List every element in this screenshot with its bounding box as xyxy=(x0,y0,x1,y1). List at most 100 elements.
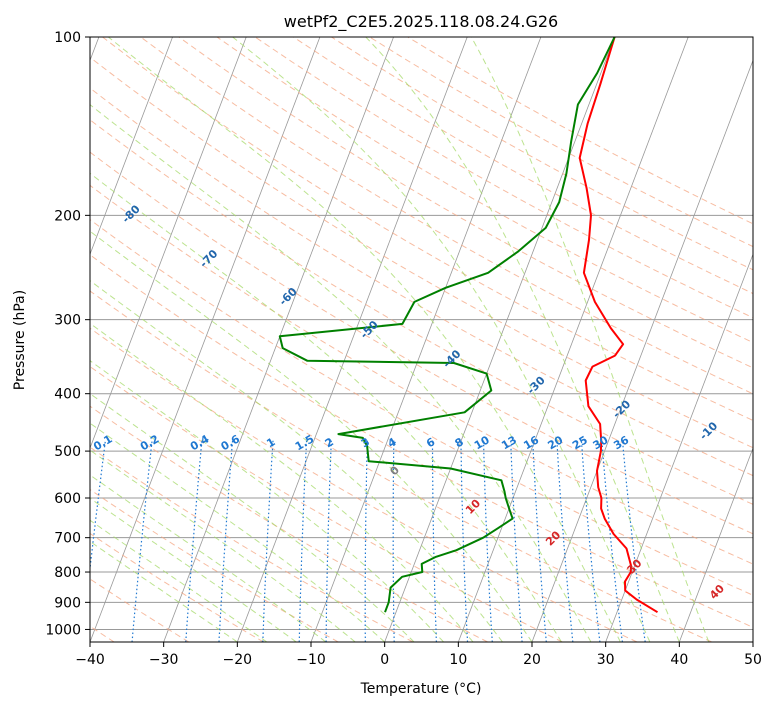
moist-adiabat-label: 0 xyxy=(387,463,402,478)
mixing-ratio-line xyxy=(185,440,203,642)
mixing-ratio-label: 6 xyxy=(424,435,437,450)
mixing-ratio-label: 4 xyxy=(385,435,398,450)
x-tick-label: 40 xyxy=(670,652,688,668)
mixing-ratio-line xyxy=(431,440,437,642)
moist-adiabat-label: 40 xyxy=(707,582,727,602)
dry-adiabat-line xyxy=(178,37,753,369)
moist-adiabat-line xyxy=(90,360,444,642)
mixing-ratio-label: 16 xyxy=(521,433,541,452)
moist-adiabat-line xyxy=(107,37,621,642)
x-tick-label: 20 xyxy=(523,652,541,668)
dry-adiabat-line xyxy=(90,218,753,596)
dry-adiabat-line xyxy=(90,488,339,642)
y-axis-label: Pressure (hPa) xyxy=(12,290,28,390)
x-axis-label: Temperature (°C) xyxy=(360,681,482,697)
dry-adiabat-line xyxy=(90,56,753,449)
moist-adiabat-line xyxy=(365,37,680,642)
dry-adiabat-line xyxy=(90,87,753,477)
isotherm-line xyxy=(90,37,247,450)
mixing-ratio-line xyxy=(580,440,601,642)
y-tick-label: 600 xyxy=(54,491,81,507)
dry-adiabat-line xyxy=(293,37,753,295)
mixing-ratio-line xyxy=(364,440,368,642)
dry-adiabat-line xyxy=(90,532,264,642)
dry-adiabat-line xyxy=(90,254,753,628)
dry-adiabat-line xyxy=(216,37,753,344)
dry-adiabat-line xyxy=(90,365,563,642)
mixing-ratio-label: 0.2 xyxy=(138,432,161,453)
dry-adiabat-label: -80 xyxy=(120,202,143,225)
mixing-ratio-line xyxy=(262,440,274,642)
mixing-ratio-line xyxy=(131,440,153,642)
dry-adiabat-label: -70 xyxy=(197,247,220,270)
temperature-profile-line xyxy=(578,37,659,614)
x-tick-label: 30 xyxy=(597,652,615,668)
contour-labels: 0.10.20.40.611.52346810131620253036-100-… xyxy=(44,148,727,602)
y-tick-label: 200 xyxy=(54,208,81,224)
mixing-ratio-line xyxy=(218,440,234,642)
x-tick-label: −20 xyxy=(223,652,253,668)
mixing-ratio-label: 0.6 xyxy=(219,432,243,453)
chart-title: wetPf2_C2E5.2025.118.08.24.G26 xyxy=(284,12,558,32)
mixing-ratio-line xyxy=(532,440,547,642)
plot-frame xyxy=(89,36,754,643)
moist-adiabat-line xyxy=(90,280,503,642)
y-tick-label: 300 xyxy=(54,313,81,329)
dry-adiabat-line xyxy=(90,405,488,642)
isotherm-line xyxy=(752,640,753,642)
dry-adiabat-label: -90 xyxy=(44,148,67,171)
dry-adiabat-line xyxy=(90,119,753,505)
moist-adiabat-line xyxy=(90,322,474,642)
mixing-ratio-line xyxy=(482,440,493,642)
y-tick-label: 900 xyxy=(54,595,81,611)
dry-adiabat-line xyxy=(90,290,712,642)
mixing-ratio-line xyxy=(556,440,574,642)
moist-adiabat-line xyxy=(90,230,533,642)
mixing-ratio-line xyxy=(621,440,646,642)
mixing-ratio-line xyxy=(510,440,523,642)
moist-adiabat-line xyxy=(90,104,592,642)
isotherm-line xyxy=(457,37,689,642)
dry-adiabat-label: -50 xyxy=(358,318,381,341)
isotherm-line xyxy=(605,253,753,642)
moist-adiabat-label: 30 xyxy=(625,556,645,576)
dry-adiabat-line xyxy=(90,578,190,642)
moist-adiabat-line xyxy=(90,540,238,642)
dry-adiabat-line xyxy=(407,37,753,225)
mixing-ratio-label: 36 xyxy=(611,433,631,452)
moist-adiabat-line xyxy=(470,37,710,642)
isotherm-line xyxy=(236,37,468,642)
mixing-ratio-line xyxy=(298,440,308,642)
dry-adiabat-line xyxy=(90,151,753,535)
dry-adiabat-label: -40 xyxy=(440,347,463,370)
y-tick-label: 1000 xyxy=(45,622,81,638)
dewpoint-profile-line xyxy=(278,37,616,613)
dry-adiabat-line xyxy=(140,37,753,395)
series-layer xyxy=(278,37,659,614)
moist-adiabat-line xyxy=(232,37,651,642)
moist-adiabat-label: 10 xyxy=(463,497,483,517)
y-axis: 100 200 300 400 500 600 700 800 900 1000 xyxy=(45,30,90,638)
mixing-ratio-label: 1.5 xyxy=(293,432,316,453)
x-axis: −40 −30 −20 −10 0 10 20 30 40 50 xyxy=(75,642,762,668)
dry-adiabat-label: -60 xyxy=(277,285,300,308)
isotherm-line xyxy=(310,37,542,642)
mixing-ratio-label: 30 xyxy=(591,433,611,452)
mixing-ratio-label: 8 xyxy=(453,435,466,450)
mixing-ratio-line xyxy=(325,440,332,642)
dry-adiabat-line xyxy=(254,37,753,319)
mixing-ratio-line xyxy=(601,440,623,642)
x-tick-label: −10 xyxy=(296,652,326,668)
isotherm-line xyxy=(384,37,615,642)
isotherm-line xyxy=(90,37,173,256)
y-tick-label: 800 xyxy=(54,565,81,581)
mixing-ratio-line xyxy=(392,440,395,642)
x-tick-label: 10 xyxy=(449,652,467,668)
isotherm-line xyxy=(163,37,394,642)
y-tick-label: 500 xyxy=(54,444,81,460)
mixing-ratio-label: 1 xyxy=(264,435,277,450)
isotherm-line xyxy=(90,37,321,642)
moist-adiabat-line xyxy=(90,497,297,642)
background-lines xyxy=(90,37,753,642)
